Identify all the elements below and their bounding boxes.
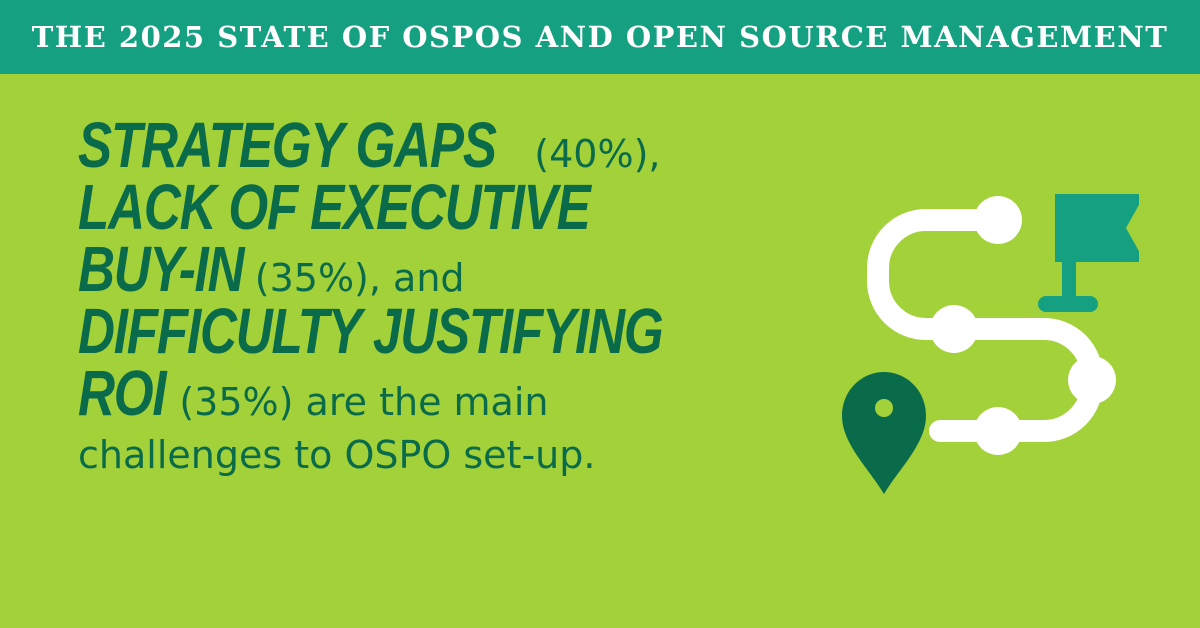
roadmap-path-icon xyxy=(867,209,1103,442)
headline-line-4: DIFFICULTY JUSTIFYING xyxy=(78,295,798,367)
headline: STRATEGY GAPS (40%), LACK OF EXECUTIVE B… xyxy=(78,109,798,486)
headline-line-5: ROI (35%) are the main xyxy=(78,357,798,429)
executive-buyin-label-part2: BUY-IN xyxy=(78,233,245,305)
path-node-3 xyxy=(1068,356,1116,404)
headline-line-6: challenges to OSPO set-up. xyxy=(78,424,798,486)
executive-buyin-label-part1: LACK OF EXECUTIVE xyxy=(78,171,591,243)
headline-conclusion: challenges to OSPO set-up. xyxy=(78,433,596,477)
justifying-roi-percent: (35%) are the main xyxy=(167,380,549,424)
path-node-4 xyxy=(974,407,1022,455)
justifying-roi-label-part1: DIFFICULTY JUSTIFYING xyxy=(78,295,664,367)
banner-title: THE 2025 STATE OF OSPOS AND OPEN SOURCE … xyxy=(31,20,1169,54)
justifying-roi-label-part2: ROI xyxy=(78,357,167,429)
strategy-gaps-label: STRATEGY GAPS xyxy=(78,109,497,181)
path-node-1 xyxy=(974,196,1022,244)
headline-line-2: LACK OF EXECUTIVE xyxy=(78,171,798,243)
headline-line-3: BUY-IN (35%), and xyxy=(78,233,798,305)
map-pin-icon xyxy=(842,372,926,494)
flag-icon xyxy=(1038,194,1145,312)
strategy-gaps-percent: (40%), xyxy=(522,132,661,176)
roadmap-illustration xyxy=(842,194,1145,494)
top-banner: THE 2025 STATE OF OSPOS AND OPEN SOURCE … xyxy=(0,0,1200,74)
headline-line-1: STRATEGY GAPS (40%), xyxy=(78,109,798,181)
path-node-2 xyxy=(930,305,978,353)
executive-buyin-percent: (35%), and xyxy=(242,256,465,300)
